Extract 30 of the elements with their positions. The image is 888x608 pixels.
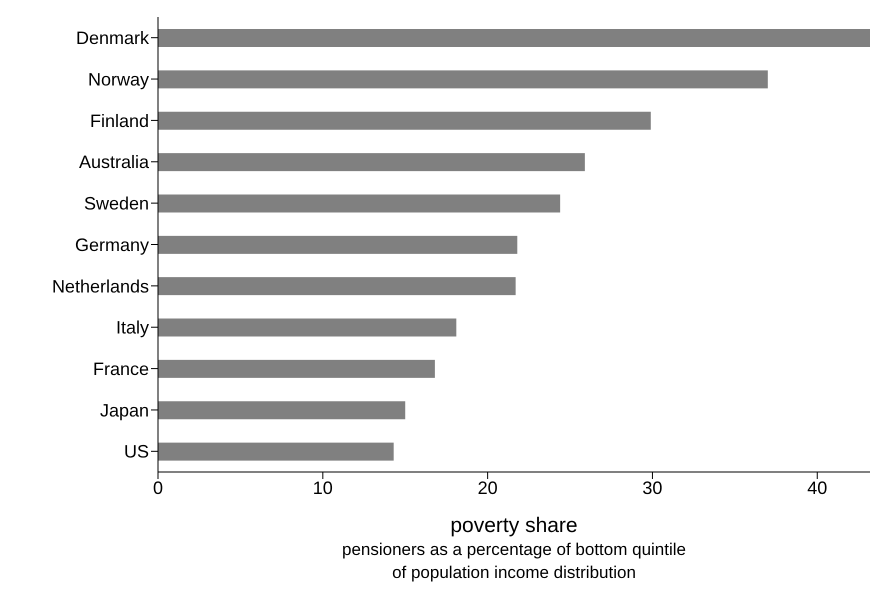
y-tick-label: France — [92, 358, 149, 379]
y-tick-label: US — [124, 442, 149, 462]
bar — [158, 70, 768, 88]
x-tick-label: 20 — [478, 478, 498, 498]
y-tick-label: Germany — [74, 234, 149, 255]
y-tick-label: Finland — [90, 110, 149, 131]
y-tick-label: Denmark — [76, 28, 150, 48]
x-axis-title: poverty share — [449, 514, 579, 538]
text: of population income distribution — [391, 562, 637, 584]
bar — [158, 112, 651, 130]
y-tick-label: Japan — [100, 400, 149, 420]
x-tick-label: 10 — [312, 478, 333, 498]
bar — [158, 194, 560, 212]
bar — [158, 318, 456, 337]
bar — [158, 360, 435, 378]
y-tick-label: Italy — [116, 318, 149, 338]
bar — [158, 236, 518, 254]
y-tick-label: Norway — [88, 69, 149, 90]
y-tick-label: Sweden — [84, 194, 149, 214]
x-tick-label: 30 — [642, 478, 662, 498]
bar — [158, 277, 516, 296]
x-tick-label: 40 — [807, 478, 828, 498]
bar — [158, 153, 585, 172]
bar — [158, 401, 406, 420]
bar — [158, 442, 394, 461]
y-tick-label: Australia — [78, 152, 150, 172]
bar — [158, 29, 870, 47]
y-tick-label: Netherlands — [52, 276, 149, 296]
text: pensioners as a percentage of bottom quintile — [340, 539, 687, 561]
x-tick-label: 0 — [152, 478, 164, 498]
